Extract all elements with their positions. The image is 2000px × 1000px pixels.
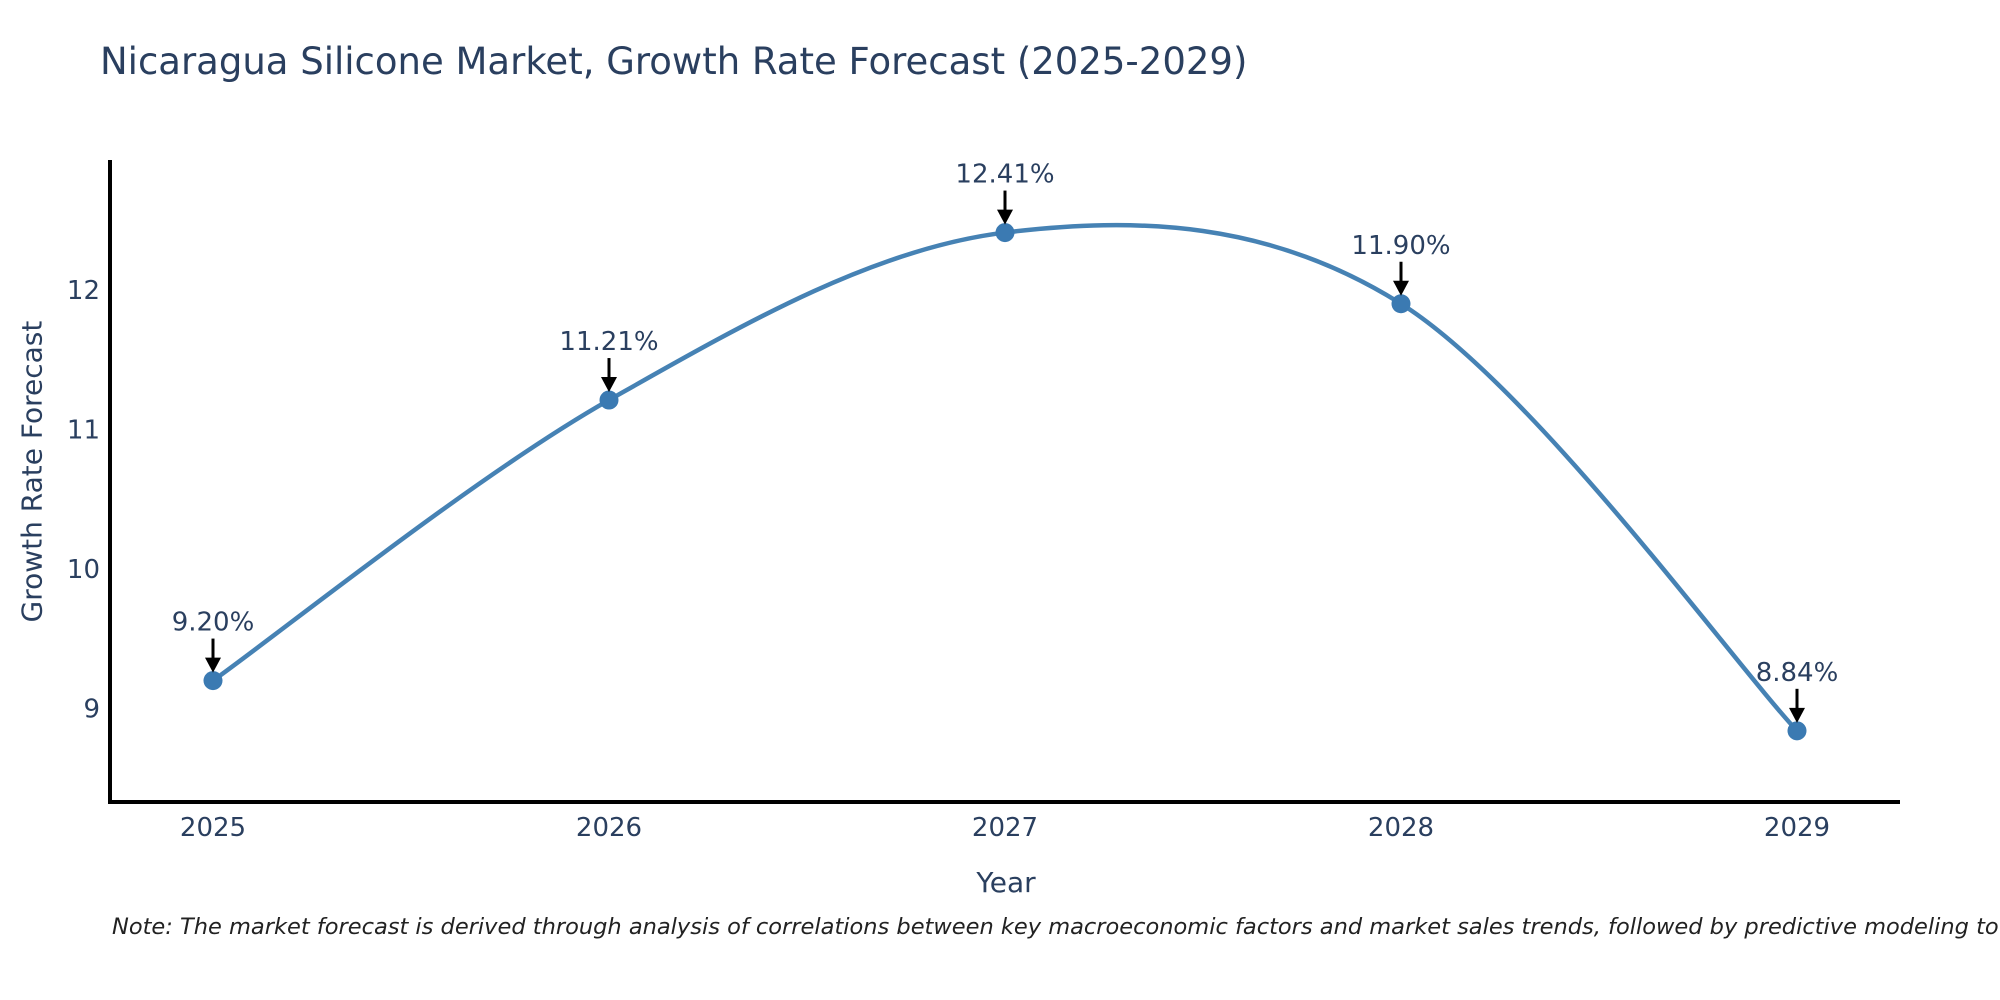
data-point-marker: [1787, 721, 1807, 741]
annotation-arrow-head: [205, 657, 221, 673]
annotation-arrow-head: [601, 377, 617, 393]
forecast-spline-line: [210, 222, 1800, 734]
chart-footnote: Note: The market forecast is derived thr…: [112, 914, 2000, 940]
x-tick-label: 2027: [972, 813, 1038, 843]
data-point-marker: [599, 390, 619, 410]
data-point-value-label: 8.84%: [1756, 658, 1839, 688]
y-tick-label: 11: [67, 415, 100, 445]
data-point-value-label: 11.21%: [559, 327, 658, 357]
data-point-value-label: 12.41%: [955, 160, 1054, 190]
data-point-marker: [995, 223, 1015, 243]
data-point-marker: [203, 671, 223, 691]
annotation-arrow-head: [1393, 280, 1409, 296]
y-tick-label: 10: [67, 555, 100, 585]
y-axis-title: Growth Rate Forecast: [15, 320, 49, 623]
annotation-arrow-head: [1789, 707, 1805, 723]
x-axis-title: Year: [976, 866, 1036, 899]
data-point-value-label: 11.90%: [1351, 231, 1450, 261]
annotation-arrow-head: [997, 209, 1013, 225]
y-tick-label: 12: [67, 276, 100, 306]
chart-title: Nicaragua Silicone Market, Growth Rate F…: [100, 40, 1248, 83]
x-tick-label: 2025: [180, 813, 246, 843]
data-point-marker: [1391, 294, 1411, 314]
x-tick-label: 2026: [576, 813, 642, 843]
data-point-value-label: 9.20%: [172, 608, 255, 638]
x-tick-label: 2029: [1764, 813, 1830, 843]
x-tick-label: 2028: [1368, 813, 1434, 843]
y-tick-label: 9: [83, 694, 100, 724]
